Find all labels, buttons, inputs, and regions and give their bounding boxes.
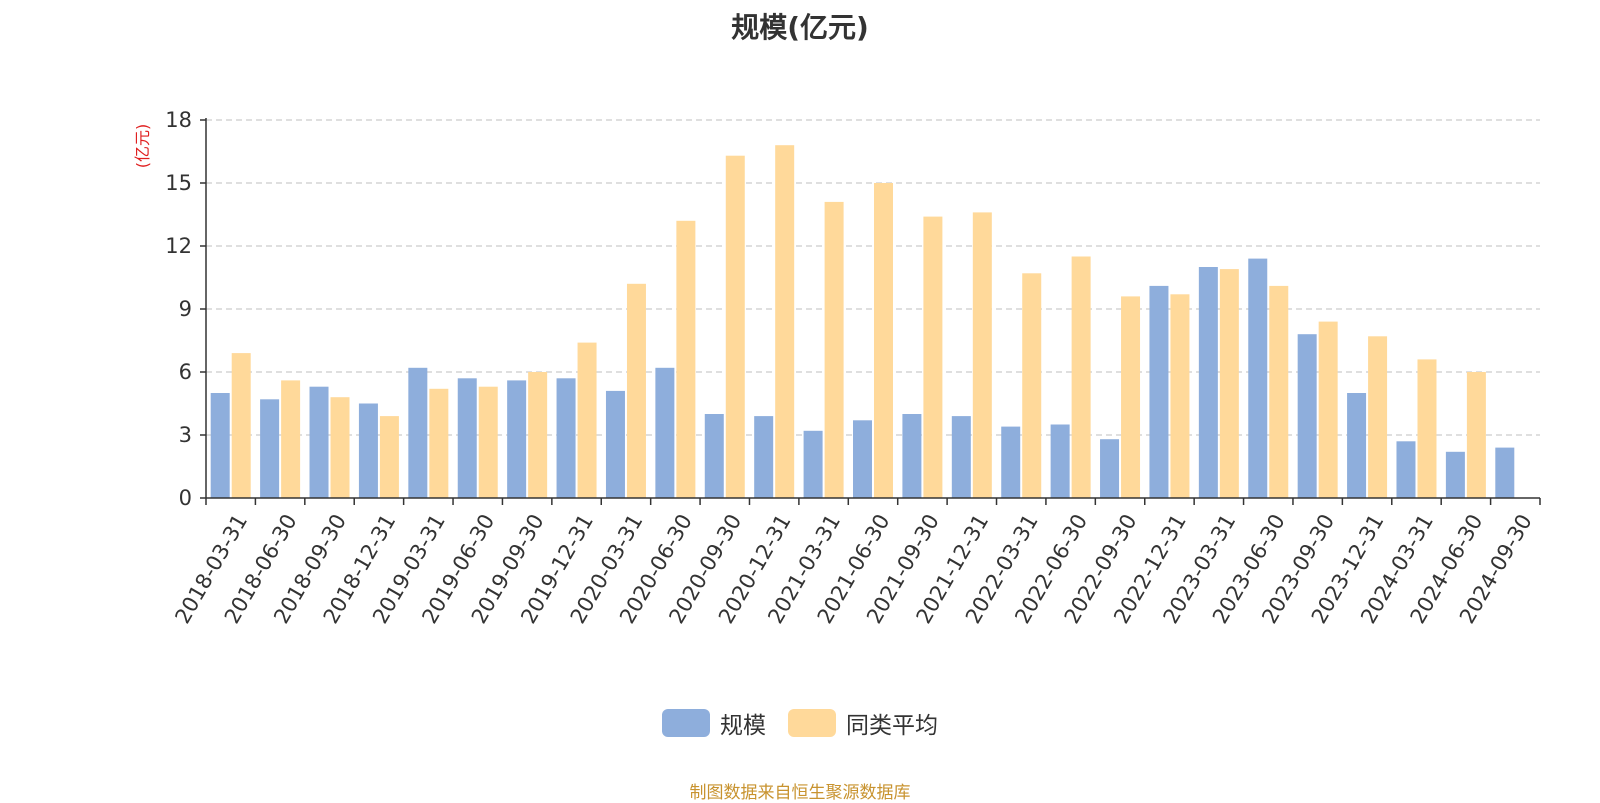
bar-scale[interactable]	[457, 378, 477, 498]
bar-scale[interactable]	[358, 403, 378, 499]
bar-scale[interactable]	[704, 414, 724, 498]
bar-scale[interactable]	[1100, 439, 1120, 498]
legend: 规模 同类平均	[0, 706, 1600, 740]
bar-scale[interactable]	[655, 367, 675, 498]
bar-scale[interactable]	[556, 378, 576, 498]
bar-scale[interactable]	[754, 416, 774, 498]
bar-peer-average[interactable]	[1368, 336, 1388, 498]
bar-scale[interactable]	[1149, 285, 1169, 498]
y-tick-label: 12	[165, 234, 192, 258]
y-axis-label: (亿元)	[133, 124, 152, 169]
bar-peer-average[interactable]	[725, 155, 745, 498]
bar-scale[interactable]	[507, 380, 527, 498]
grid-layer	[206, 119, 1540, 436]
bar-peer-average[interactable]	[1269, 285, 1289, 498]
bar-peer-average[interactable]	[1170, 294, 1190, 498]
bar-scale[interactable]	[210, 393, 230, 498]
y-tick-label: 0	[179, 486, 192, 510]
legend-item-peer-average[interactable]: 同类平均	[788, 706, 938, 740]
bar-peer-average[interactable]	[1121, 296, 1141, 498]
bar-peer-average[interactable]	[1219, 269, 1239, 498]
bar-peer-average[interactable]	[626, 283, 646, 498]
bar-scale[interactable]	[1495, 447, 1515, 498]
bar-peer-average[interactable]	[1022, 273, 1042, 498]
bar-scale[interactable]	[902, 414, 922, 498]
legend-swatch-peer-average	[788, 709, 836, 737]
bar-peer-average[interactable]	[577, 342, 597, 498]
bar-peer-average[interactable]	[281, 380, 301, 498]
y-tick-label: 15	[165, 171, 192, 195]
legend-label-scale: 规模	[720, 713, 766, 739]
bar-peer-average[interactable]	[478, 386, 498, 498]
bar-peer-average[interactable]	[231, 353, 251, 498]
bar-scale[interactable]	[1001, 426, 1021, 498]
bar-scale[interactable]	[605, 390, 625, 498]
bar-scale[interactable]	[408, 367, 428, 498]
bar-peer-average[interactable]	[330, 397, 350, 498]
bar-peer-average[interactable]	[429, 388, 449, 498]
y-tick-label: 18	[165, 108, 192, 132]
bar-peer-average[interactable]	[676, 220, 696, 499]
bar-peer-average[interactable]	[775, 145, 795, 498]
bar-scale[interactable]	[853, 420, 872, 498]
bar-scale[interactable]	[803, 430, 823, 498]
bar-scale[interactable]	[260, 399, 280, 498]
bar-peer-average[interactable]	[1466, 372, 1486, 498]
legend-swatch-scale	[662, 709, 710, 737]
bar-scale[interactable]	[1248, 258, 1268, 498]
bar-peer-average[interactable]	[1417, 359, 1437, 498]
legend-item-scale[interactable]: 规模	[662, 706, 766, 740]
y-tick-label: 6	[179, 360, 192, 384]
bar-scale[interactable]	[951, 416, 971, 498]
bar-scale[interactable]	[1050, 424, 1070, 499]
legend-label-peer-average: 同类平均	[846, 713, 938, 739]
bar-peer-average[interactable]	[923, 216, 943, 498]
bar-scale[interactable]	[1297, 334, 1317, 498]
bars-layer	[210, 145, 1515, 499]
y-tick-label: 3	[179, 423, 192, 447]
bar-scale[interactable]	[1396, 441, 1416, 498]
bar-peer-average[interactable]	[874, 183, 893, 498]
bar-scale[interactable]	[1198, 267, 1218, 498]
bar-peer-average[interactable]	[379, 416, 399, 498]
bar-scale[interactable]	[1445, 451, 1465, 498]
bar-peer-average[interactable]	[824, 201, 844, 498]
bar-scale[interactable]	[309, 386, 329, 498]
bar-peer-average[interactable]	[1071, 256, 1091, 499]
chart-title: 规模(亿元)	[731, 11, 869, 44]
bar-peer-average[interactable]	[1318, 321, 1338, 498]
bar-scale[interactable]	[1347, 393, 1367, 498]
y-tick-label: 9	[179, 297, 192, 321]
bar-peer-average[interactable]	[972, 212, 992, 498]
data-source-note: 制图数据来自恒生聚源数据库	[689, 783, 911, 803]
bar-peer-average[interactable]	[528, 372, 548, 498]
